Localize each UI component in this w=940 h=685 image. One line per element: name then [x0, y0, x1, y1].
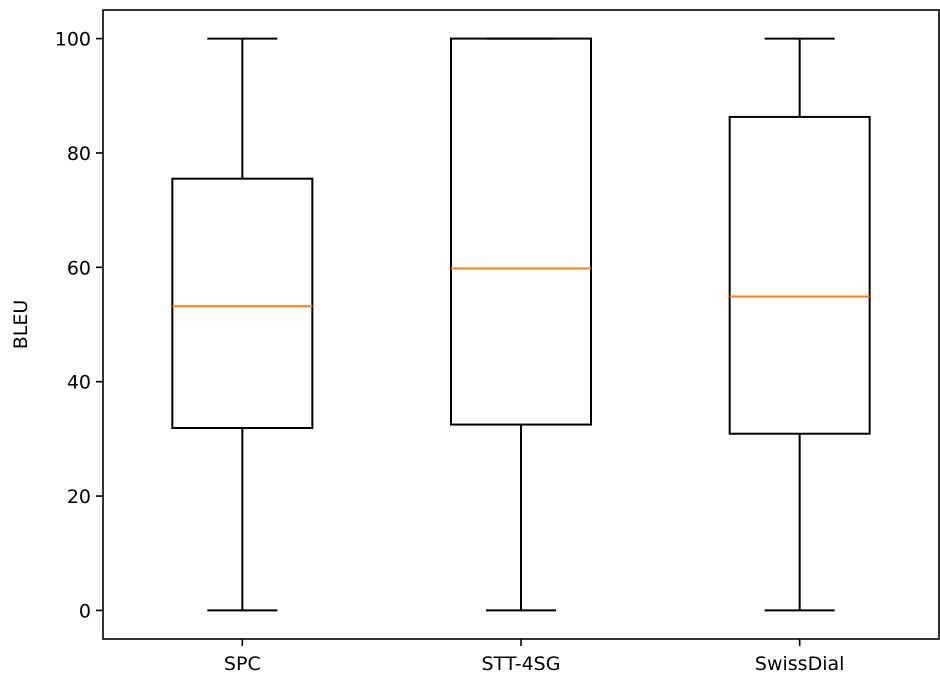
iqr-box	[450, 37, 592, 426]
x-tick-label: SPC	[224, 653, 261, 675]
y-axis-ticks: 0 20 40 60 80 100	[55, 29, 103, 622]
y-tick-label: 20	[67, 486, 91, 508]
y-tick-label: 100	[55, 29, 91, 51]
y-tick-label: 40	[67, 372, 91, 394]
x-tick-label: STT-4SG	[482, 653, 561, 675]
y-tick-label: 80	[67, 143, 91, 165]
box-spc	[171, 37, 314, 612]
x-tick-label: SwissDial	[755, 653, 845, 675]
iqr-box	[171, 177, 314, 429]
y-tick-label: 0	[79, 600, 91, 622]
iqr-box	[728, 115, 871, 435]
box-stt-4sg	[450, 37, 592, 612]
x-axis-ticks: SPC STT-4SG SwissDial	[224, 639, 844, 675]
box-series	[171, 37, 871, 612]
y-axis-label: BLEU	[10, 300, 32, 350]
y-tick-label: 60	[67, 257, 91, 279]
box-swissdial	[728, 37, 871, 612]
